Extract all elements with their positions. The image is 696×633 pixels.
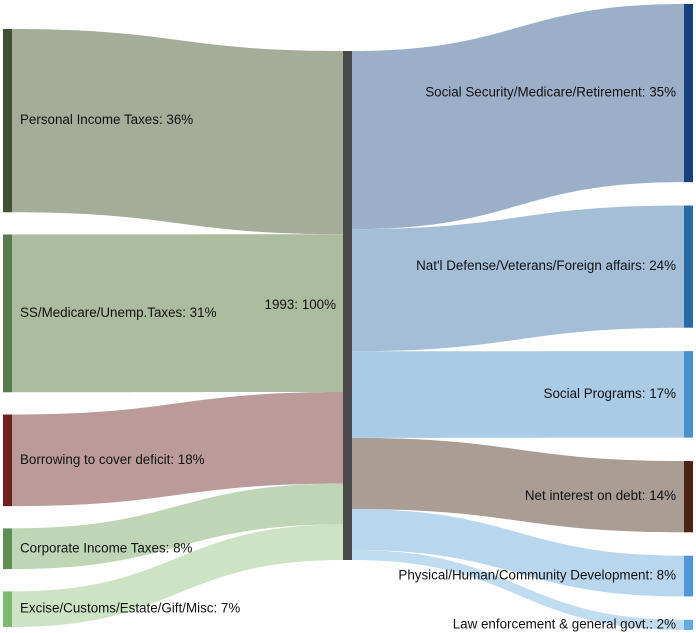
flows-layer [12,4,684,630]
flow-law-enforcement-govt [352,549,684,630]
node-law-enforcement-govt [684,619,693,630]
node-social-programs [684,351,693,438]
node-defense-veterans-foreign [684,205,693,328]
label-defense-veterans-foreign: Nat'l Defense/Veterans/Foreign affairs: … [416,258,676,273]
flow-ss-medicare-unemp-taxes [12,234,343,393]
label-social-security-medicare: Social Security/Medicare/Retirement: 35% [425,85,676,100]
flow-defense-veterans-foreign [352,205,684,352]
node-physical-human-community [684,555,693,597]
label-net-interest: Net interest on debt: 14% [525,488,676,503]
label-social-programs: Social Programs: 17% [544,386,677,401]
flow-net-interest [352,437,684,533]
flow-personal-income-taxes [12,29,343,235]
label-personal-income-taxes: Personal Income Taxes: 36% [20,112,193,127]
label-budget-1993: 1993: 100% [265,297,337,312]
node-personal-income-taxes [3,29,12,213]
label-physical-human-community: Physical/Human/Community Development: 8% [398,568,676,583]
node-excise-customs-misc [3,591,12,627]
node-ss-medicare-unemp-taxes [3,234,12,393]
label-borrowing-deficit: Borrowing to cover deficit: 18% [20,452,205,467]
flow-borrowing-deficit [12,392,343,507]
node-social-security-medicare [684,4,693,183]
label-corporate-income-taxes: Corporate Income Taxes: 8% [20,540,193,555]
node-borrowing-deficit [3,414,12,507]
label-ss-medicare-unemp-taxes: SS/Medicare/Unemp.Taxes: 31% [20,305,217,320]
flow-social-security-medicare [352,4,684,230]
flow-excise-customs-misc [12,524,343,627]
node-budget-1993 [343,51,352,560]
node-net-interest [684,461,693,533]
label-law-enforcement-govt: Law enforcement & general govt.: 2% [453,616,676,631]
flow-social-programs [352,351,684,438]
flow-corporate-income-taxes [12,483,343,570]
label-excise-customs-misc: Excise/Customs/Estate/Gift/Misc: 7% [20,601,240,616]
node-corporate-income-taxes [3,528,12,570]
flow-physical-human-community [352,509,684,597]
labels-layer: Personal Income Taxes: 36% SS/Medicare/Un… [20,85,676,632]
nodes-layer [3,4,693,630]
